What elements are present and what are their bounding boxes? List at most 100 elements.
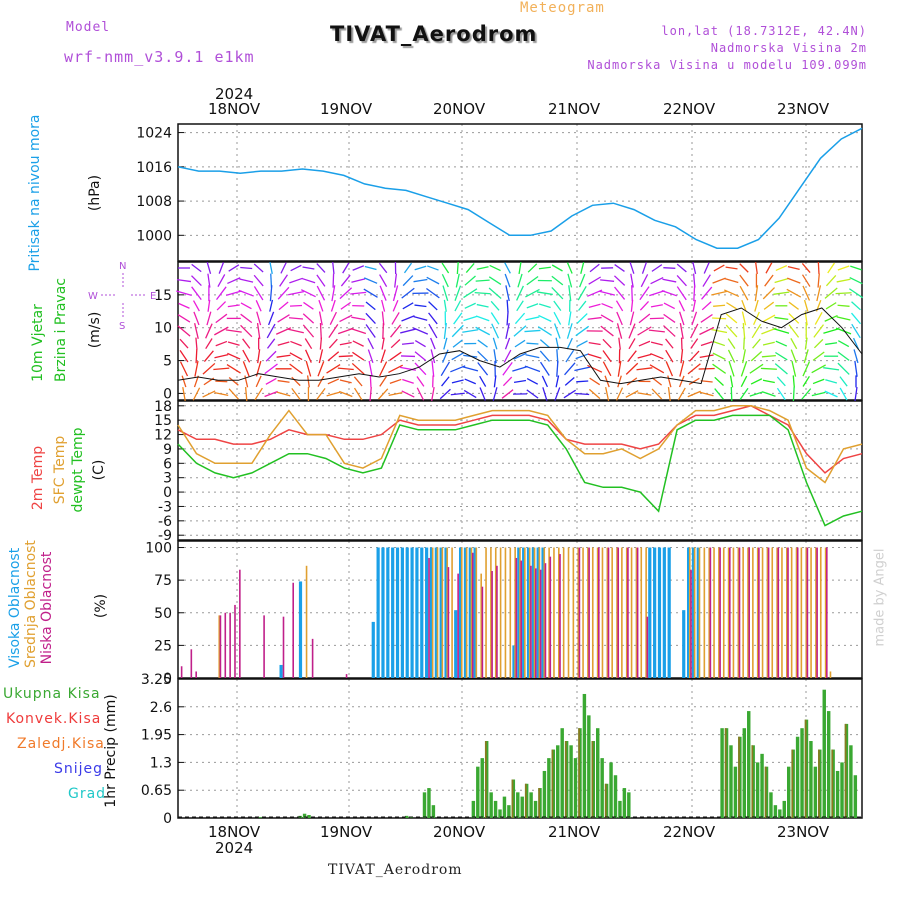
precip-bar — [760, 753, 764, 818]
wind-arrow — [227, 304, 240, 308]
wind-arrow — [381, 299, 386, 312]
wind-arrow — [316, 388, 326, 400]
wind-arrow — [650, 304, 663, 308]
wind-arrow — [526, 303, 539, 309]
ytick-label-clouds: 50 — [154, 606, 172, 622]
wind-arrow — [762, 314, 776, 323]
wind-arrow — [215, 286, 227, 300]
wind-arrow — [639, 286, 650, 301]
wind-arrow — [176, 278, 192, 283]
wind-arrow — [513, 325, 527, 337]
precip-bar — [600, 758, 604, 818]
wind-arrow — [192, 300, 200, 312]
wind-arrow — [326, 364, 341, 374]
wind-arrow — [630, 299, 634, 312]
precip-bar — [302, 813, 307, 818]
precip-bar — [835, 770, 840, 818]
wind-arrow — [788, 324, 800, 338]
wind-arrow — [477, 339, 488, 348]
wind-arrow — [441, 262, 450, 274]
wind-arrow — [176, 290, 192, 297]
wind-arrow — [649, 364, 665, 374]
wind-arrow — [564, 376, 575, 386]
cloud-bar-mid_cloud — [218, 615, 221, 678]
cloud-bar-mid_cloud — [747, 547, 749, 678]
wind-arrow — [257, 349, 261, 364]
cloud-bar-high_cloud — [536, 547, 540, 678]
wind-arrow — [556, 360, 559, 377]
wind-arrow — [693, 285, 696, 302]
wind-arrow — [394, 273, 398, 288]
cloud-bar-mid_cloud — [485, 547, 487, 678]
precip-bar-shade — [591, 741, 594, 818]
legend-total-rain: Ukupna Kisa — [3, 686, 101, 702]
precip-bar-shade — [511, 779, 514, 818]
precip-bar — [618, 800, 622, 818]
precip-bar — [826, 711, 831, 818]
wind-arrow — [493, 349, 497, 364]
wind-arrow — [578, 300, 587, 311]
wind-arrow — [698, 367, 715, 370]
wind-arrow — [414, 339, 426, 348]
wind-arrow — [194, 323, 199, 339]
cloud-bar-mid_cloud — [533, 547, 536, 678]
ytick-label-clouds: 75 — [154, 573, 172, 589]
cloud-bar-low_cloud — [588, 547, 590, 678]
wind-arrow — [328, 324, 339, 338]
wind-arrow — [688, 377, 700, 386]
wind-arrow — [538, 314, 552, 322]
wind-arrow — [630, 273, 634, 288]
wind-arrow — [518, 261, 522, 275]
cloud-bar-low_cloud — [544, 563, 547, 678]
wind-arrow — [328, 338, 338, 349]
wind-arrow — [303, 301, 314, 310]
precip-bar-shade — [484, 741, 487, 818]
wind-arrow — [369, 375, 372, 388]
model-label: Model — [66, 20, 111, 35]
precip-bar — [556, 745, 560, 818]
wind-arrow — [505, 323, 510, 339]
wind-arrow — [690, 338, 699, 349]
cloud-bar-high_cloud — [400, 547, 404, 678]
wind-arrow — [576, 313, 588, 324]
precip-bar-shade — [844, 723, 847, 818]
wind-arrow — [665, 349, 674, 363]
wind-arrow — [743, 337, 745, 350]
wind-arrow — [288, 291, 304, 296]
wind-arrow — [750, 351, 763, 362]
wind-arrow — [244, 386, 248, 402]
cloud-bar-mid_cloud — [558, 547, 560, 678]
wind-arrow — [289, 363, 303, 375]
wind-arrow — [814, 311, 823, 325]
cloud-bar-low_cloud — [598, 547, 600, 678]
wind-arrow — [790, 338, 798, 350]
wind-arrow — [506, 299, 509, 312]
wind-arrow — [490, 300, 500, 311]
ytick-label-precip: 2.6 — [150, 700, 172, 716]
wind-arrow — [774, 316, 789, 321]
cloud-bar-mid_cloud — [305, 565, 308, 678]
wind-arrow — [439, 388, 451, 400]
wind-arrow — [177, 314, 191, 323]
wind-arrow — [269, 261, 273, 275]
precip-bar-shade — [551, 749, 554, 818]
wind-arrow — [316, 285, 326, 301]
wind-arrow — [802, 375, 810, 387]
wind-arrow — [525, 288, 540, 298]
wind-arrow — [555, 375, 560, 388]
wind-arrow — [663, 302, 675, 310]
wind-arrow — [380, 349, 386, 364]
wind-arrow — [811, 364, 826, 374]
precip-bar — [587, 715, 591, 818]
cloud-bar-low_cloud — [180, 666, 183, 678]
wind-arrow — [289, 304, 303, 307]
wind-arrow — [791, 360, 797, 377]
wind-arrow — [788, 301, 799, 310]
wind-arrow — [627, 350, 637, 363]
wind-arrow — [477, 350, 489, 362]
precip-bar-shade — [818, 749, 820, 818]
wind-arrow — [754, 299, 759, 312]
day-label-top-23NOV: 23NOV — [777, 100, 830, 118]
cloud-bar-low_cloud — [530, 565, 532, 678]
wind-arrow — [823, 367, 840, 371]
